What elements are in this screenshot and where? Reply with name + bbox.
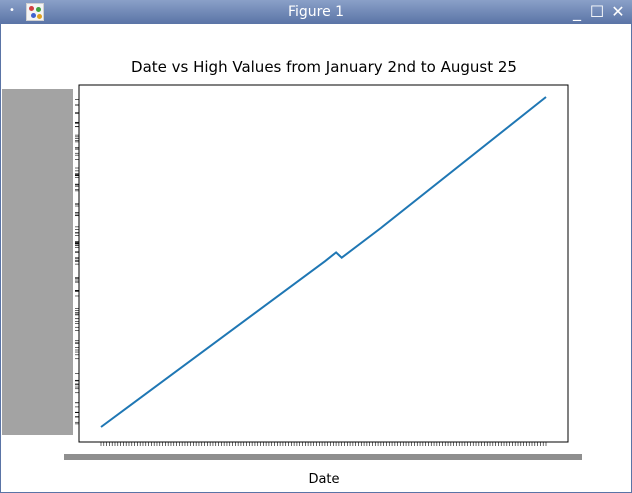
y-tick-label-overlap (2, 89, 73, 435)
maximize-icon[interactable]: ☐ (589, 2, 605, 21)
y-axis-ticks (2, 89, 79, 435)
window-titlebar[interactable]: • Figure 1 _ ☐ ✕ (0, 0, 632, 24)
x-tick-label-overlap (64, 454, 582, 460)
chart-title: Date vs High Values from January 2nd to … (131, 58, 517, 76)
series-line (100, 96, 547, 428)
matplotlib-figure-icon (26, 3, 44, 21)
window-title: Figure 1 (287, 4, 345, 20)
line-chart: Date vs High Values from January 2nd to … (2, 58, 582, 487)
x-axis-ticks (64, 442, 582, 460)
close-icon[interactable]: ✕ (611, 2, 625, 21)
x-axis-label: Date (308, 472, 339, 487)
window-menu-icon[interactable]: • (9, 5, 15, 16)
minimize-icon[interactable]: _ (573, 2, 581, 21)
plot-area-frame (78, 84, 569, 443)
